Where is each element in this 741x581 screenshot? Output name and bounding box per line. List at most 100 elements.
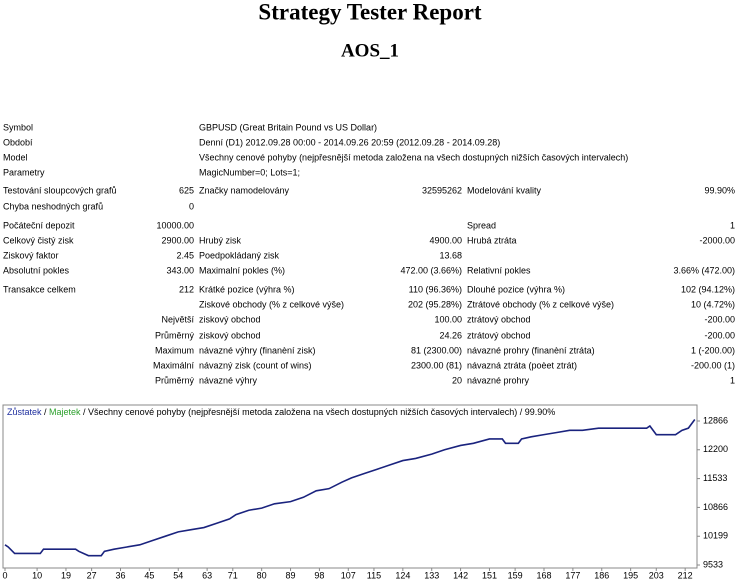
- x-tick-label: 177: [565, 570, 580, 580]
- x-tick-label: 27: [87, 570, 97, 580]
- x-tick-label: 89: [286, 570, 296, 580]
- x-tick-label: 159: [508, 570, 523, 580]
- x-tick-label: 124: [395, 570, 410, 580]
- legend-item: / Všechny cenové pohyby (nejpřesnější me…: [81, 407, 556, 417]
- table-cell: návazné prohry (finanèní ztráta): [467, 345, 595, 355]
- table-cell: -2000.00: [699, 235, 735, 245]
- table-cell: ziskový obchod: [199, 330, 261, 340]
- table-cell: Symbol: [3, 122, 33, 132]
- x-tick-label: 63: [202, 570, 212, 580]
- x-tick-label: 133: [424, 570, 439, 580]
- balance-line: [4, 419, 696, 557]
- table-cell: Krátké pozice (výhra %): [199, 284, 295, 294]
- table-cell: 1: [730, 220, 735, 230]
- table-cell: 102 (94.12%): [681, 284, 735, 294]
- table-cell: 1 (-200.00): [691, 345, 735, 355]
- x-tick-label: 0: [2, 570, 7, 580]
- table-cell: Období: [3, 137, 33, 147]
- x-tick-label: 195: [623, 570, 638, 580]
- table-cell: Absolutní pokles: [3, 265, 70, 275]
- table-cell: 81 (2300.00): [411, 345, 462, 355]
- table-cell: 625: [179, 185, 194, 195]
- table-cell: -200.00: [704, 330, 735, 340]
- x-tick-label: 54: [173, 570, 183, 580]
- table-cell: Chyba neshodných grafů: [3, 201, 103, 211]
- table-cell: Hrubý zisk: [199, 235, 242, 245]
- x-tick-label: 19: [61, 570, 71, 580]
- table-cell: Spread: [467, 220, 496, 230]
- table-cell: Transakce celkem: [3, 284, 76, 294]
- table-cell: Testování sloupcových grafů: [3, 185, 117, 195]
- y-tick-label: 12200: [703, 444, 728, 454]
- table-cell: Ziskové obchody (% z celkové výše): [199, 299, 344, 309]
- table-cell: GBPUSD (Great Britain Pound vs US Dollar…: [199, 122, 377, 132]
- table-cell: ztrátový obchod: [467, 314, 531, 324]
- table-cell: ztrátový obchod: [467, 330, 531, 340]
- table-cell: 10000.00: [156, 220, 194, 230]
- table-cell: Relativní pokles: [467, 265, 531, 275]
- x-tick-label: 186: [594, 570, 609, 580]
- x-tick-label: 10: [32, 570, 42, 580]
- table-cell: 3.66% (472.00): [673, 265, 735, 275]
- legend-item: Majetek: [49, 407, 81, 417]
- table-cell: Všechny cenové pohyby (nejpřesnější meto…: [199, 152, 628, 162]
- table-cell: návazná ztráta (poèet ztrát): [467, 360, 577, 370]
- table-cell: 2300.00 (81): [411, 360, 462, 370]
- x-tick-label: 45: [144, 570, 154, 580]
- report-subtitle: AOS_1: [341, 40, 399, 61]
- x-tick-label: 71: [228, 570, 238, 580]
- table-cell: Ziskový faktor: [3, 250, 59, 260]
- chart-frame: [2, 404, 698, 569]
- table-cell: 4900.00: [429, 235, 462, 245]
- table-cell: Ztrátové obchody (% z celkové výše): [467, 299, 614, 309]
- table-cell: 110 (96.36%): [409, 284, 462, 294]
- table-cell: 2.45: [176, 250, 194, 260]
- table-cell: Značky namodelovány: [199, 185, 290, 195]
- x-tick-label: 80: [257, 570, 267, 580]
- table-cell: -200.00 (1): [691, 360, 735, 370]
- y-tick-label: 10199: [703, 531, 728, 541]
- table-cell: Model: [3, 152, 28, 162]
- x-tick-label: 98: [314, 570, 324, 580]
- table-cell: Maximalní pokles (%): [199, 265, 285, 275]
- x-tick-label: 151: [482, 570, 497, 580]
- table-cell: Poedpokládaný zisk: [199, 250, 280, 260]
- x-tick-label: 36: [115, 570, 125, 580]
- x-tick-label: 203: [649, 570, 664, 580]
- table-cell: 212: [179, 284, 194, 294]
- table-cell: ziskový obchod: [199, 314, 261, 324]
- table-cell: návazné výhry (finanèní zisk): [199, 345, 316, 355]
- y-tick-label: 11533: [703, 473, 727, 483]
- table-cell: Průměrný: [155, 375, 195, 385]
- table-cell: 202 (95.28%): [408, 299, 462, 309]
- table-cell: Denní (D1) 2012.09.28 00:00 - 2014.09.26…: [199, 137, 500, 147]
- table-cell: -200.00: [704, 314, 735, 324]
- table-cell: Hrubá ztráta: [467, 235, 517, 245]
- report-title: Strategy Tester Report: [258, 0, 481, 24]
- table-cell: 13.68: [439, 250, 462, 260]
- y-tick-label: 10866: [703, 502, 728, 512]
- x-tick-label: 115: [367, 570, 381, 580]
- table-cell: Maximální: [153, 360, 195, 370]
- table-cell: 32595262: [422, 185, 462, 195]
- table-cell: 99.90%: [704, 185, 735, 195]
- table-cell: 0: [189, 201, 194, 211]
- table-cell: Modelování kvality: [467, 185, 542, 195]
- table-cell: Počáteční depozit: [3, 220, 75, 230]
- table-cell: 1: [730, 375, 735, 385]
- table-cell: MagicNumber=0; Lots=1;: [199, 167, 300, 177]
- table-cell: návazný zisk (count of wins): [199, 360, 312, 370]
- chart-legend: Zůstatek / Majetek / Všechny cenové pohy…: [7, 407, 555, 417]
- table-cell: Maximum: [155, 345, 194, 355]
- table-cell: Průměrný: [155, 330, 195, 340]
- y-tick-label: 9533: [703, 559, 723, 569]
- x-tick-label: 212: [678, 570, 693, 580]
- table-cell: Parametry: [3, 167, 45, 177]
- legend-item: Zůstatek: [7, 407, 42, 417]
- legend-item: /: [42, 407, 50, 417]
- table-cell: Dlouhé pozice (výhra %): [467, 284, 565, 294]
- table-cell: 24.26: [439, 330, 462, 340]
- y-tick-label: 12866: [703, 415, 728, 425]
- table-cell: návazné prohry: [467, 375, 530, 385]
